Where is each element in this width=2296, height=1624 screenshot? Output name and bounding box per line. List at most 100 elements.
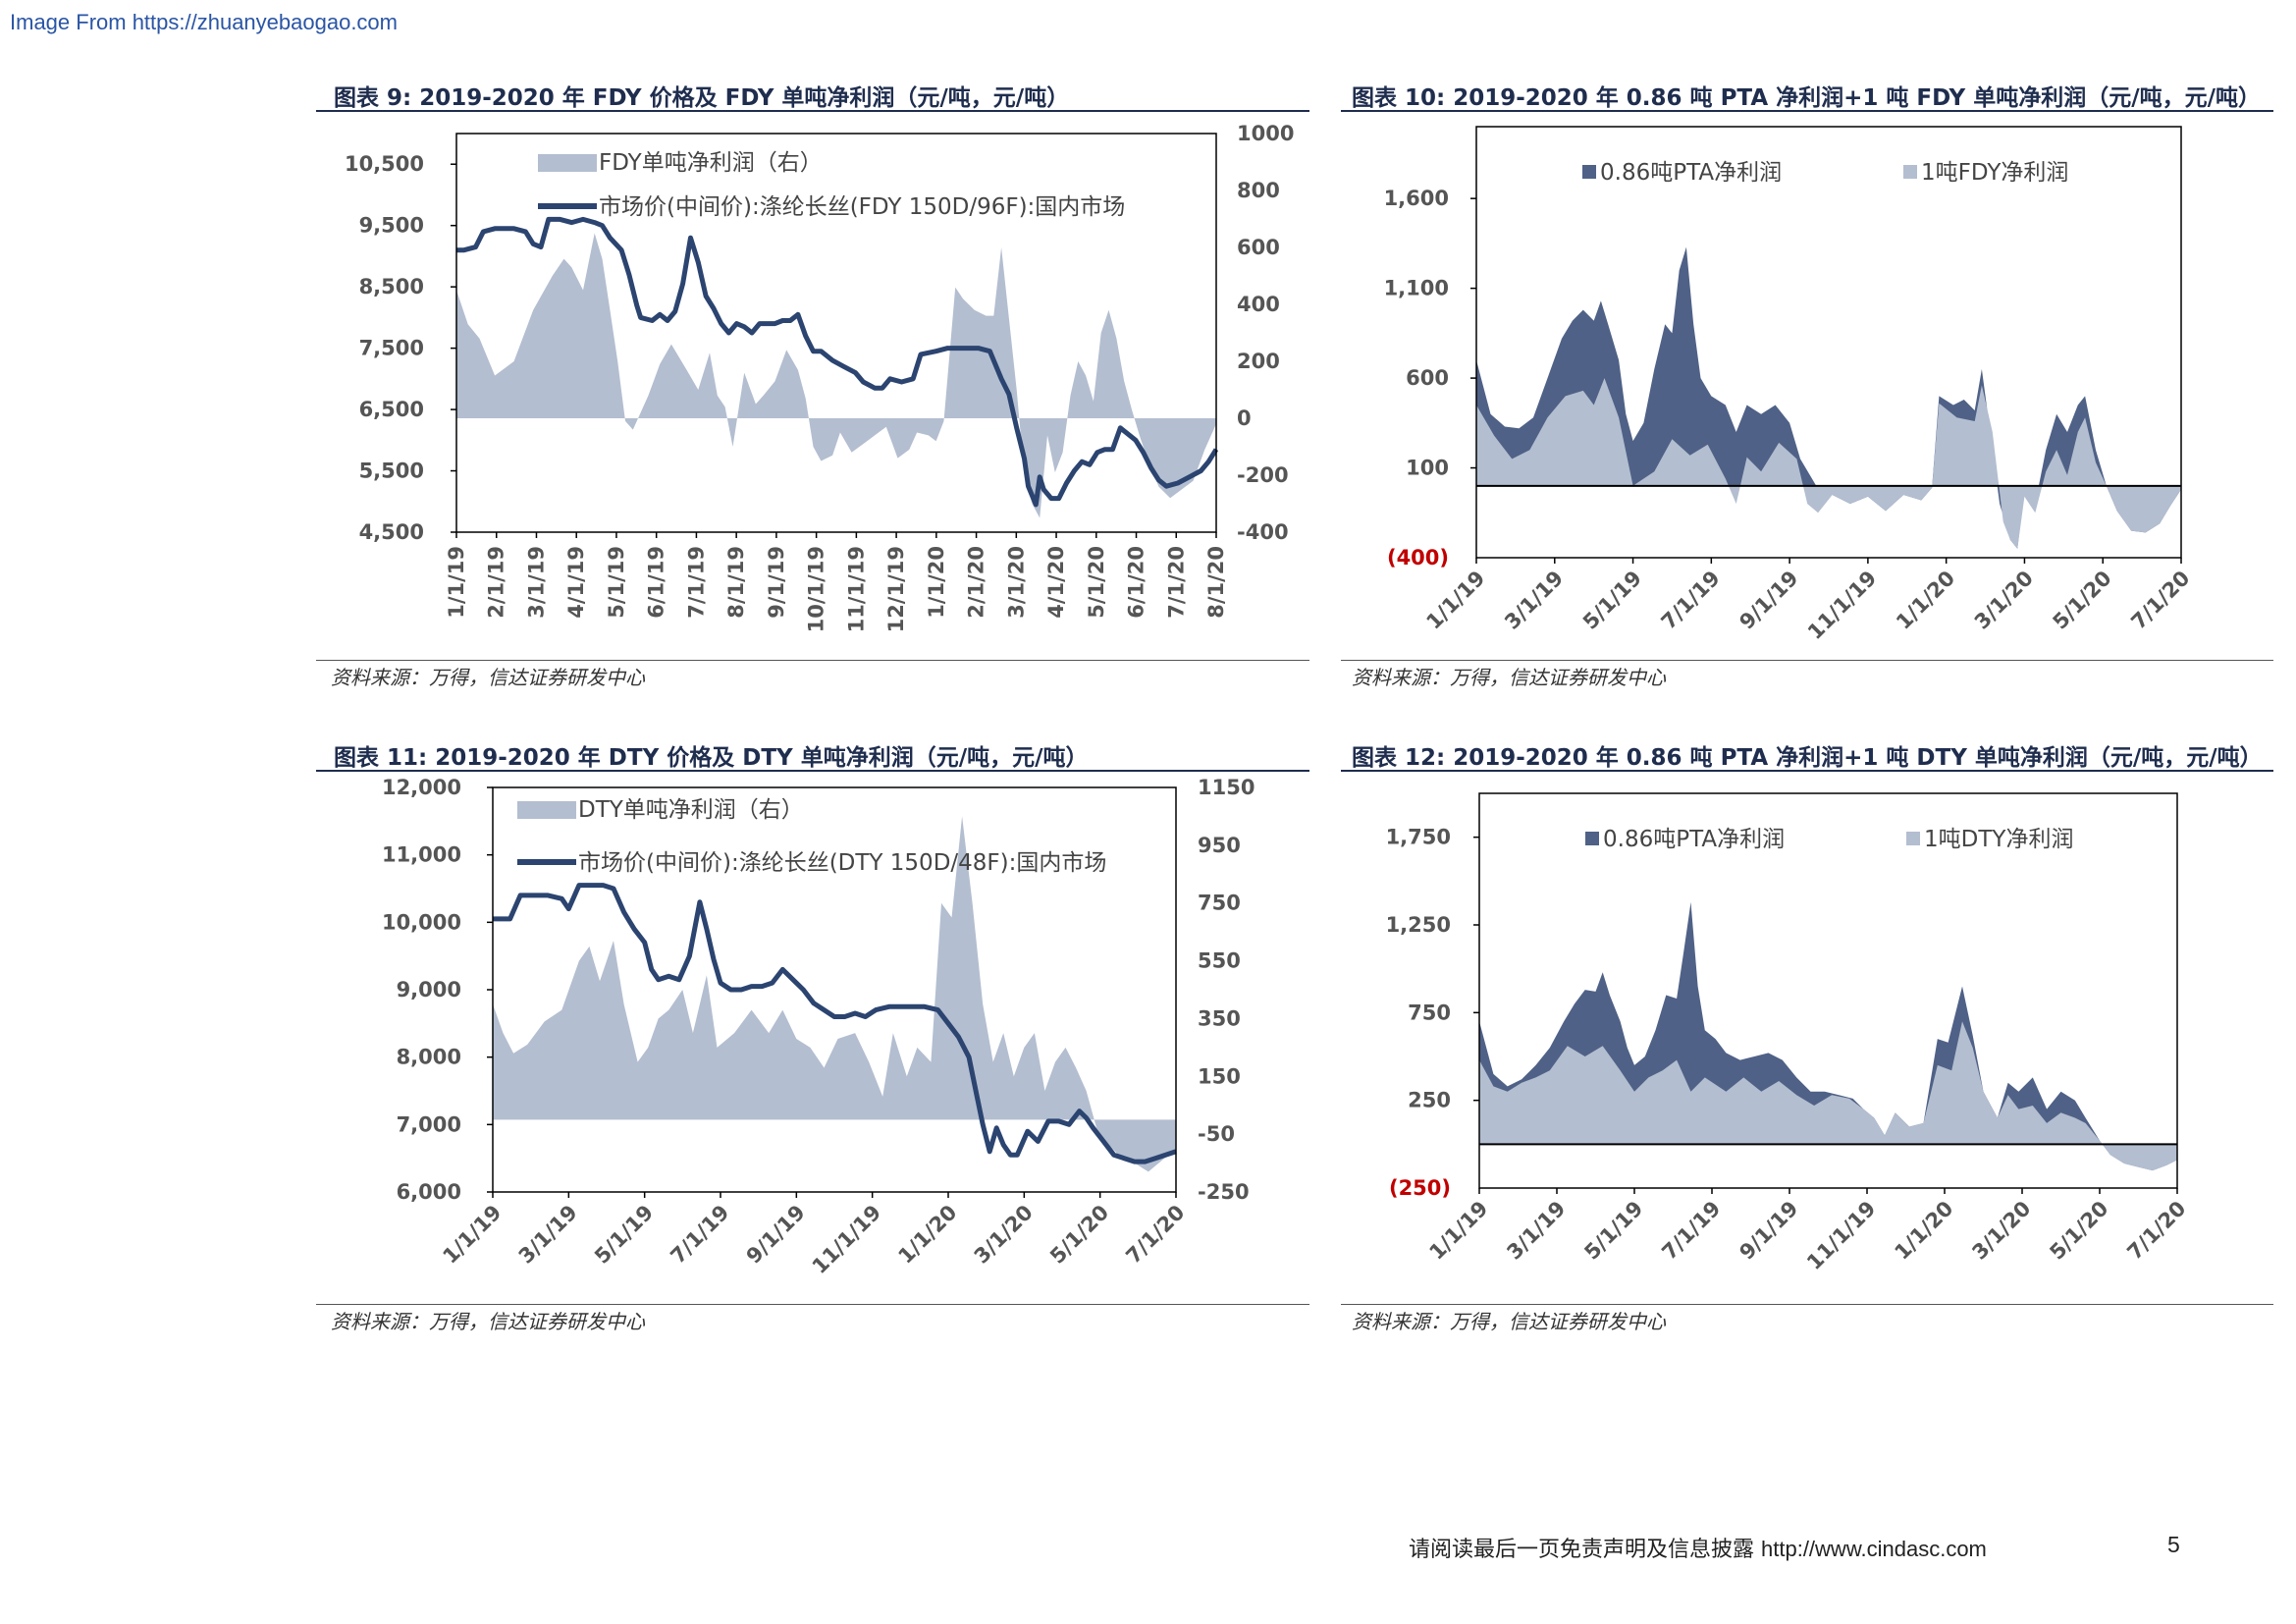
fig10-x-tick-label: 3/1/19 [1500,567,1568,634]
fig10-x-tick-label: 1/1/20 [1892,567,1959,634]
fig12-source: 资料来源：万得，信达证券研发中心 [1352,1310,1666,1333]
fig9-legend-label-area: FDY单吨净利润（右） [599,150,823,176]
footer-disclaimer-text: 请阅读最后一页免责声明及信息披露 [1409,1538,1755,1562]
fig12-x-tick-label: 7/1/19 [1657,1197,1725,1265]
fig9-price-line [456,216,1219,508]
fig9-legend-swatch-area [538,154,597,172]
fig10-legend-label-light: 1吨FDY净利润 [1921,160,2068,186]
fig11-x-tick-label: 5/1/20 [1045,1201,1113,1269]
fig12-y-tick-label: 1,750 [1386,826,1451,849]
fig12-x-tick-label: 5/1/20 [2045,1197,2112,1265]
fig9-x-tick-label: 6/1/20 [1125,546,1148,619]
fig12-legend-swatch-light [1906,832,1920,845]
fig10-legend-swatch-light [1903,165,1917,179]
fig9-y-left-tick-label: 7,500 [359,337,424,360]
fig10-light-area [1476,378,2181,549]
fig9-y-right-tick-label: 1000 [1237,122,1294,145]
fig9-y-left-tick-label: 6,500 [359,398,424,421]
fig9-y-left-tick-label: 10,500 [345,152,424,176]
fig10-source: 资料来源：万得，信达证券研发中心 [1352,666,1666,689]
fig11-legend-label-line: 市场价(中间价):涤纶长丝(DTY 150D/48F):国内市场 [578,850,1106,876]
fig12-x-tick-label: 9/1/19 [1735,1197,1802,1265]
fig11-y-right-tick-label: 950 [1198,834,1241,857]
fig9-x-tick-label: 1/1/20 [925,546,948,619]
fig10-title: 图表 10: 2019-2020 年 0.86 吨 PTA 净利润+1 吨 FD… [1352,85,2262,111]
fig12-y-tick-label: 1,250 [1386,913,1451,937]
footer-url-link[interactable]: http://www.cindasc.com [1761,1537,1987,1561]
fig11-x-tick-label: 9/1/19 [742,1201,810,1269]
fig9-x-tick-label: 7/1/19 [684,546,708,619]
fig9-x-tick-label: 10/1/19 [805,546,828,632]
fig11-x-tick-label: 7/1/19 [666,1201,733,1269]
fig9-x-tick-label: 4/1/19 [564,546,588,619]
fig10-y-tick-label: 1,600 [1384,187,1449,210]
fig9-y-left-tick-label: 4,500 [359,520,424,544]
fig11-y-right-tick-label: 150 [1198,1064,1241,1088]
fig12-y-tick-label: 250 [1408,1089,1451,1112]
fig10-y-tick-label: (400) [1387,546,1449,569]
fig11-title: 图表 11: 2019-2020 年 DTY 价格及 DTY 单吨净利润（元/吨… [334,745,1089,771]
fig10-plot-frame [1475,126,2182,559]
fig9-x-tick-label: 11/1/19 [844,546,868,632]
fig11-source-rule [316,1304,1309,1305]
fig11-x-tick-label: 5/1/19 [590,1201,658,1269]
fig11-legend-swatch-area [517,801,576,819]
fig11-y-right-tick-label: 750 [1198,892,1241,915]
fig12-x-tick-label: 3/1/19 [1502,1197,1570,1265]
fig12-x-tick-label: 1/1/19 [1424,1197,1492,1265]
fig9-x-tick-label: 5/1/20 [1085,546,1108,619]
fig10-y-tick-label: 1,100 [1384,277,1449,300]
fig10-source-rule [1341,660,2273,661]
fig10-x-tick-label: 5/1/20 [2049,567,2116,634]
fig12-x-tick-label: 5/1/19 [1579,1197,1647,1265]
fig10-x-tick-label: 1/1/19 [1421,567,1489,634]
fig9-y-right-tick-label: -200 [1237,463,1289,487]
fig9-x-tick-label: 9/1/19 [765,546,788,619]
fig11-profit-area [493,816,1176,1172]
fig9-x-tick-label: 1/1/19 [445,546,468,619]
fig12-light-area [1479,1021,2177,1171]
fig9-source-rule [316,660,1309,661]
fig12-legend-label-dark: 0.86吨PTA净利润 [1603,827,1785,852]
fig12-x-tick-label: 1/1/20 [1890,1197,1957,1265]
fig11-y-left-tick-label: 8,000 [397,1046,461,1069]
fig9-x-tick-label: 4/1/20 [1044,546,1068,619]
fig9-title: 图表 9: 2019-2020 年 FDY 价格及 FDY 单吨净利润（元/吨，… [334,85,1070,111]
fig11-y-left-tick-label: 11,000 [382,843,461,867]
fig11-x-tick-label: 11/1/19 [808,1201,885,1278]
fig11-x-tick-label: 1/1/20 [893,1201,961,1269]
fig9-x-tick-label: 6/1/19 [645,546,668,619]
fig9-y-right-tick-label: 400 [1237,293,1280,316]
fig9-y-right-tick-label: -400 [1237,520,1289,544]
fig12-x-tick-label: 11/1/19 [1802,1197,1880,1274]
fig9-x-tick-label: 3/1/19 [524,546,548,619]
fig11-x-tick-label: 3/1/20 [970,1201,1038,1269]
fig11-y-left-tick-label: 12,000 [382,776,461,799]
fig9-y-right-tick-label: 800 [1237,179,1280,202]
fig9-source: 资料来源：万得，信达证券研发中心 [331,666,645,689]
fig10-y-tick-label: 100 [1406,457,1449,480]
fig12-title: 图表 12: 2019-2020 年 0.86 吨 PTA 净利润+1 吨 DT… [1352,745,2263,771]
fig10-x-tick-label: 11/1/19 [1803,567,1881,644]
fig12-title-rule [1341,770,2273,772]
fig11-x-tick-label: 7/1/20 [1121,1201,1189,1269]
fig9-x-tick-label: 8/1/20 [1204,546,1228,619]
fig9-profit-area [456,233,1216,518]
fig9-y-left-tick-label: 9,500 [359,214,424,238]
fig12-x-tick-label: 3/1/20 [1967,1197,2035,1265]
fig11-source: 资料来源：万得，信达证券研发中心 [331,1310,645,1333]
fig9-x-tick-label: 7/1/20 [1164,546,1188,619]
fig10-x-tick-label: 7/1/20 [2126,567,2194,634]
fig9-y-left-tick-label: 5,500 [359,460,424,483]
fig11-x-tick-label: 1/1/19 [438,1201,506,1269]
fig11-y-left-tick-label: 7,000 [397,1112,461,1136]
fig9-x-tick-label: 5/1/19 [605,546,628,619]
fig9-chart: 4,500 5,500 6,500 7,500 8,500 9,500 10,500 -400… [345,122,1295,632]
fig12-x-tick-label: 7/1/20 [2122,1197,2190,1265]
page-number: 5 [2167,1532,2180,1557]
fig9-title-rule [316,110,1309,112]
fig11-y-right-tick-label: 550 [1198,949,1241,973]
fig10-title-rule [1341,110,2273,112]
fig12-legend-label-light: 1吨DTY净利润 [1924,827,2073,852]
